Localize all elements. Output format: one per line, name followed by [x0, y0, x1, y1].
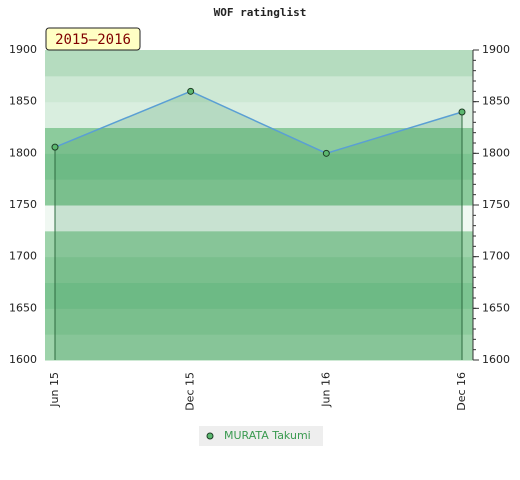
- y2-tick-label: 1600: [482, 353, 510, 366]
- band: [45, 179, 473, 206]
- annotation: 2015–2016: [55, 32, 131, 48]
- y2-tick-label: 1850: [482, 95, 510, 108]
- plot-background: [45, 50, 473, 361]
- y-tick-label: 1800: [9, 146, 37, 159]
- band: [45, 153, 473, 180]
- y2-tick-label: 1650: [482, 301, 510, 314]
- y-tick-label: 1600: [9, 353, 37, 366]
- plot: [51, 87, 466, 360]
- point: [458, 108, 466, 116]
- y2-tick-label: 1900: [482, 43, 510, 56]
- area: [55, 91, 462, 360]
- x-tick-label: Jun 15: [48, 372, 61, 408]
- point: [187, 87, 195, 95]
- x-tick-label: Dec 16: [455, 372, 468, 411]
- line: [54, 90, 463, 155]
- band: [45, 127, 473, 154]
- y2-tick-label: 1800: [482, 146, 510, 159]
- band: [45, 308, 473, 335]
- y2-tick-label: 1750: [482, 198, 510, 211]
- band: [45, 205, 473, 232]
- legend-label: MURATA Takumi: [224, 429, 311, 442]
- x-tick-label: Dec 15: [184, 372, 197, 411]
- band: [45, 101, 473, 128]
- annotation-box: [45, 27, 141, 51]
- band: [45, 334, 473, 361]
- chart-title: WOF ratinglist: [214, 6, 307, 19]
- y-tick-label: 1700: [9, 250, 37, 263]
- point: [51, 143, 59, 151]
- x-tick-label: Jun 16: [319, 372, 332, 408]
- y-tick-label: 1650: [9, 301, 37, 314]
- band: [45, 256, 473, 283]
- legend-marker: [206, 432, 214, 440]
- band: [45, 75, 473, 103]
- band: [45, 230, 473, 258]
- point: [322, 149, 330, 157]
- y-tick-label: 1850: [9, 95, 37, 108]
- legend: [199, 426, 323, 446]
- band: [45, 282, 473, 309]
- y-tick-label: 1750: [9, 198, 37, 211]
- y-tick-label: 1900: [9, 43, 37, 56]
- y2-tick-label: 1700: [482, 250, 510, 263]
- band: [45, 50, 473, 77]
